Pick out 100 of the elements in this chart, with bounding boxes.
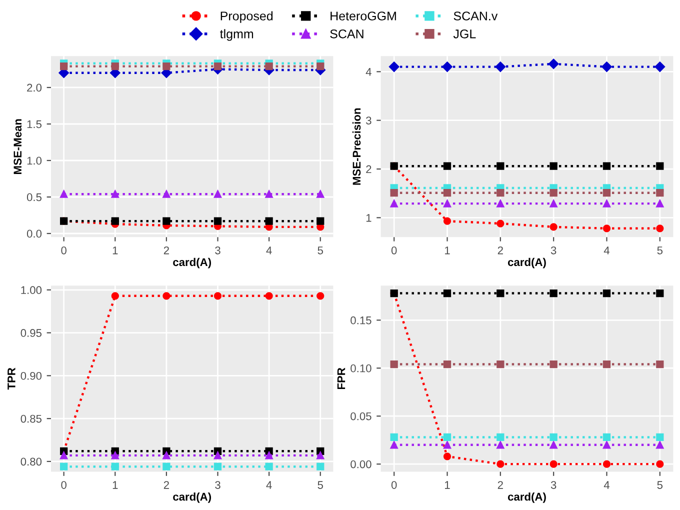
legend-label: HeteroGGM [330, 12, 396, 20]
point [316, 62, 324, 70]
point [111, 462, 119, 470]
point [390, 441, 398, 449]
point [214, 452, 222, 460]
y-tick-label: 0.85 [20, 414, 42, 423]
x-tick-label: 0 [61, 246, 66, 254]
y-tick-label: 0.10 [350, 364, 372, 372]
x-tick-label: 2 [498, 246, 503, 254]
point [550, 460, 558, 468]
point [443, 452, 452, 460]
point [316, 217, 324, 225]
point [550, 433, 558, 442]
point [214, 462, 222, 470]
point [265, 62, 273, 70]
point [214, 292, 222, 300]
point [656, 289, 664, 298]
y-axis-title: MSE-Mean [14, 119, 22, 174]
legend-label: SCAN [330, 29, 364, 38]
y-tick-label: 2 [366, 165, 372, 174]
point [550, 223, 558, 231]
legend-label: tlgmm [220, 29, 254, 41]
point [550, 162, 558, 170]
point [111, 452, 119, 460]
legend-label: JGL [453, 29, 476, 38]
point [162, 62, 170, 70]
point [656, 162, 664, 170]
x-tick-label: 3 [550, 481, 556, 489]
point [496, 200, 504, 208]
point [602, 189, 611, 197]
point [550, 289, 558, 298]
point [265, 217, 273, 225]
x-tick-label: 3 [215, 481, 220, 489]
point [443, 217, 452, 225]
point [265, 452, 273, 460]
y-tick-label: 0.90 [20, 372, 42, 380]
y-tick-label: 1.0 [27, 156, 42, 165]
x-tick-label: 2 [498, 481, 503, 489]
y-tick-label: 0.00 [350, 460, 372, 468]
y-tick-label: 4 [366, 68, 372, 76]
x-tick-label: 1 [445, 481, 450, 489]
point [443, 441, 452, 449]
point [656, 441, 664, 449]
point [602, 200, 611, 208]
x-tick-label: 0 [391, 481, 397, 489]
point [602, 62, 612, 72]
point [316, 462, 324, 470]
point [390, 200, 398, 208]
point [550, 441, 558, 449]
point [265, 190, 273, 198]
point [162, 190, 170, 198]
point [111, 292, 119, 300]
point [214, 190, 222, 198]
x-tick-label: 5 [318, 246, 323, 254]
point [316, 190, 324, 198]
point [495, 62, 506, 72]
point [496, 162, 504, 170]
point [162, 217, 170, 225]
x-tick-label: 0 [61, 481, 66, 489]
point [602, 441, 611, 449]
point [550, 200, 558, 208]
point [60, 452, 68, 460]
point [550, 189, 558, 197]
x-tick-label: 2 [164, 481, 169, 489]
point [60, 62, 68, 70]
y-tick-label: 0.80 [20, 458, 42, 466]
x-axis-title: card(A) [173, 492, 211, 503]
point [602, 289, 611, 298]
y-axis-title: MSE-Precision [352, 108, 361, 185]
x-tick-label: 4 [266, 481, 272, 489]
point [602, 224, 611, 232]
point [656, 200, 664, 208]
y-axis-title: FPR [337, 368, 346, 390]
point [214, 62, 222, 70]
point [654, 62, 666, 72]
x-tick-label: 3 [550, 246, 556, 254]
x-tick-label: 1 [112, 481, 118, 489]
point [111, 190, 119, 198]
point [602, 360, 611, 368]
y-tick-label: 1 [366, 214, 372, 222]
y-tick-label: 2.0 [27, 84, 42, 92]
point [162, 292, 170, 300]
x-tick-label: 4 [604, 246, 610, 254]
point [602, 460, 611, 468]
point [390, 360, 398, 368]
point [548, 58, 559, 69]
point [443, 189, 452, 197]
y-tick-label: 0.5 [26, 193, 42, 202]
x-tick-label: 1 [445, 246, 450, 254]
point [316, 292, 324, 300]
point [443, 289, 452, 298]
point [443, 433, 452, 442]
point [602, 162, 611, 170]
x-tick-label: 5 [657, 246, 663, 254]
point [265, 462, 273, 470]
legend-label: Proposed [220, 11, 273, 23]
x-axis-title: card(A) [173, 258, 211, 268]
x-tick-label: 0 [391, 246, 397, 254]
y-tick-label: 3 [366, 116, 372, 124]
point [390, 189, 398, 197]
